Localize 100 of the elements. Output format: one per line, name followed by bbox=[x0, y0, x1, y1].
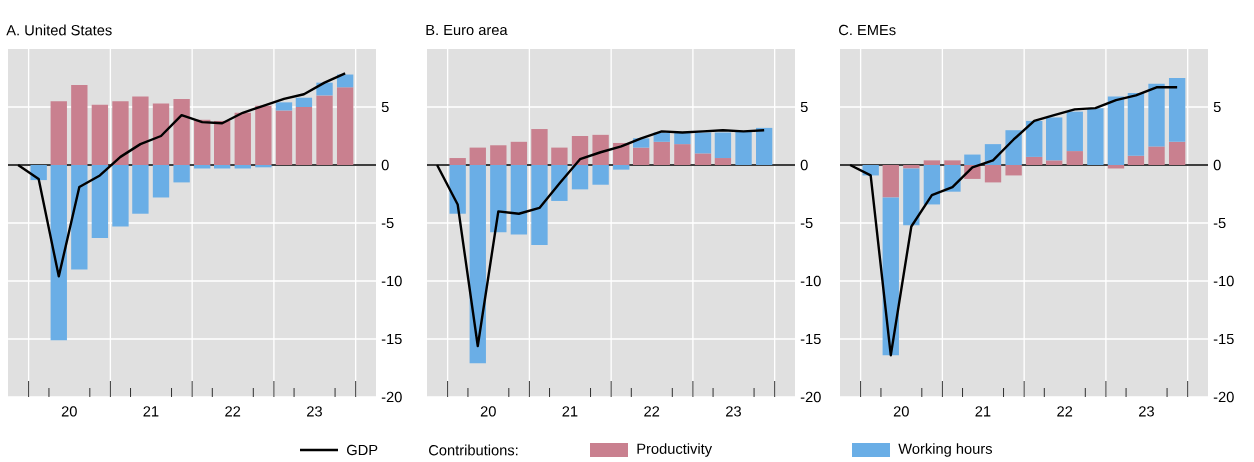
bar bbox=[903, 168, 920, 226]
y-tick-label: -5 bbox=[381, 217, 394, 229]
chart-title: C. EMEs bbox=[839, 24, 896, 36]
bar bbox=[91, 104, 109, 165]
bar bbox=[984, 165, 1002, 183]
bar bbox=[132, 96, 149, 165]
bar bbox=[213, 120, 231, 165]
y-tick-label: -10 bbox=[381, 275, 402, 287]
bar bbox=[490, 145, 507, 165]
x-tick-label: 22 bbox=[225, 406, 241, 417]
bar bbox=[714, 158, 732, 165]
chart-title: A. United States bbox=[6, 24, 112, 36]
bar bbox=[1107, 96, 1125, 165]
y-tick-label: -15 bbox=[381, 333, 402, 345]
bar bbox=[632, 147, 650, 165]
bar bbox=[490, 165, 507, 233]
bar bbox=[1005, 165, 1022, 176]
bar bbox=[674, 144, 691, 165]
bar bbox=[571, 165, 589, 190]
bar bbox=[1087, 108, 1104, 165]
bar bbox=[531, 165, 548, 246]
bar bbox=[592, 134, 609, 165]
legend-label: Productivity bbox=[637, 443, 713, 457]
bar bbox=[1045, 117, 1063, 161]
bar bbox=[316, 95, 333, 165]
legend-label: GDP bbox=[347, 444, 378, 456]
y-tick-label: 5 bbox=[800, 101, 808, 113]
y-tick-label: 0 bbox=[381, 159, 389, 171]
bar bbox=[132, 165, 149, 214]
x-tick-label: 23 bbox=[307, 406, 322, 417]
bar bbox=[1066, 151, 1083, 165]
y-tick-label: 0 bbox=[800, 159, 808, 171]
bar bbox=[1168, 141, 1186, 165]
bar bbox=[551, 147, 568, 165]
bar bbox=[112, 101, 129, 165]
bar bbox=[173, 98, 190, 165]
bar bbox=[964, 154, 981, 165]
legend-title: Contributions: bbox=[429, 444, 518, 456]
bar bbox=[173, 165, 190, 183]
bar bbox=[1005, 130, 1022, 165]
bar bbox=[469, 165, 486, 364]
y-tick-label: -5 bbox=[1213, 217, 1226, 229]
bar bbox=[613, 165, 630, 170]
bar bbox=[50, 165, 67, 341]
bar bbox=[531, 129, 548, 165]
bar bbox=[295, 107, 313, 165]
y-tick-label: -5 bbox=[800, 217, 813, 229]
y-tick-label: -15 bbox=[800, 333, 821, 345]
bar bbox=[735, 131, 752, 165]
x-tick-label: 21 bbox=[562, 406, 578, 417]
bar bbox=[653, 141, 670, 165]
y-tick-label: 0 bbox=[1213, 159, 1221, 171]
bar bbox=[71, 84, 88, 165]
bar bbox=[923, 165, 941, 205]
x-tick-label: 23 bbox=[1139, 406, 1154, 417]
bar bbox=[275, 110, 293, 165]
bar bbox=[91, 165, 109, 239]
bar bbox=[674, 132, 691, 145]
bar bbox=[112, 165, 129, 227]
bar bbox=[152, 165, 170, 198]
bar bbox=[755, 127, 773, 165]
x-tick-label: 22 bbox=[1057, 406, 1073, 417]
y-tick-label: -20 bbox=[381, 391, 402, 403]
y-tick-label: -15 bbox=[1213, 333, 1234, 345]
bar bbox=[923, 160, 941, 165]
bar bbox=[50, 101, 67, 165]
bar bbox=[1026, 120, 1043, 157]
bar bbox=[694, 153, 712, 165]
x-tick-label: 20 bbox=[893, 406, 909, 417]
x-tick-label: 21 bbox=[143, 406, 159, 417]
y-tick-label: -20 bbox=[1213, 391, 1234, 403]
bar bbox=[449, 165, 466, 214]
chart-title: B. Euro area bbox=[426, 24, 508, 36]
bar bbox=[882, 165, 899, 198]
bar bbox=[255, 105, 272, 165]
bar bbox=[234, 112, 251, 165]
bar bbox=[1127, 93, 1145, 156]
bar bbox=[714, 132, 732, 159]
bar bbox=[449, 158, 466, 165]
bar bbox=[336, 87, 354, 165]
bar bbox=[469, 147, 486, 165]
bar bbox=[1148, 146, 1165, 165]
y-tick-label: 5 bbox=[1213, 101, 1221, 113]
bar bbox=[1148, 83, 1165, 147]
bar bbox=[510, 141, 528, 165]
bar bbox=[275, 102, 293, 111]
y-tick-label: -10 bbox=[1213, 275, 1234, 287]
y-tick-label: 5 bbox=[381, 101, 389, 113]
x-tick-label: 20 bbox=[61, 406, 77, 417]
bar bbox=[944, 160, 961, 165]
x-tick-label: 23 bbox=[726, 406, 741, 417]
bar bbox=[194, 119, 211, 165]
bar bbox=[1026, 156, 1043, 165]
bar bbox=[592, 165, 609, 185]
y-tick-label: -20 bbox=[800, 391, 821, 403]
bar bbox=[295, 97, 313, 107]
bar bbox=[510, 165, 528, 235]
y-tick-label: -10 bbox=[800, 275, 821, 287]
bar bbox=[1127, 155, 1145, 165]
x-tick-label: 20 bbox=[480, 406, 496, 417]
